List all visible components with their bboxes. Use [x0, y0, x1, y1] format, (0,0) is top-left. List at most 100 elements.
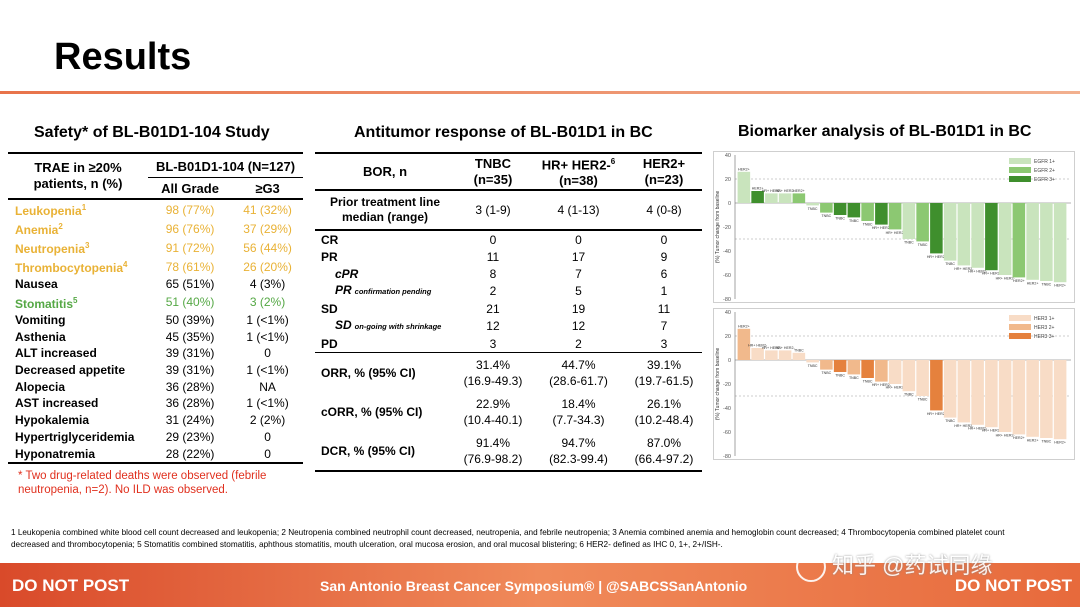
safety-row-label: Vomiting — [15, 313, 66, 328]
title-divider — [0, 91, 1080, 94]
safety-row-label: Alopecia — [15, 379, 66, 394]
prior-line-her2: 4 (0-8) — [646, 203, 682, 218]
waterfall-bar — [888, 360, 902, 384]
her3-chart-svg: 40 20 0 -20 -40 -60 -80 (%) Tumor change from b… — [713, 308, 1075, 460]
bor-row-tnbc: 8 — [489, 266, 497, 281]
bar-label: TNBC — [808, 207, 818, 211]
legend-swatch — [1009, 333, 1031, 339]
legend-label: HER3 2+ — [1034, 325, 1055, 331]
watermark-logo-icon — [796, 552, 826, 583]
waterfall-bar — [833, 203, 847, 215]
bar-label: TNBC — [945, 262, 955, 266]
safety-row-label: Neutropenia — [15, 242, 86, 256]
prior-line-row: Prior treatment line median (range) 3 (1… — [315, 190, 702, 231]
waterfall-bar — [778, 193, 792, 203]
rate-value: 31.4% — [475, 357, 510, 372]
rate-ci: (66.4-97.2) — [634, 451, 694, 466]
tnbc-n: (n=35) — [473, 171, 513, 187]
bar-label: TNBC — [835, 217, 845, 221]
rate-ci: (76.9-98.2) — [463, 451, 523, 466]
bor-row: CR 0 0 0 — [315, 230, 702, 248]
safety-row-all-grade: 29 (23%) — [165, 429, 215, 444]
legend-swatch — [1009, 324, 1031, 330]
waterfall-bar — [902, 360, 916, 392]
waterfall-bar — [806, 203, 819, 206]
safety-row: Alopecia 36 (28%) NA — [8, 378, 303, 395]
legend-label: HER3 1+ — [1034, 316, 1055, 322]
bar-label: HER2+ — [738, 167, 750, 171]
waterfall-bar — [778, 350, 792, 360]
safety-row: ALT increased 39 (31%) 0 — [8, 345, 303, 362]
bor-row-hr: 2 — [575, 336, 582, 351]
safety-row: Anemia2 96 (76%) 37 (29%) — [8, 219, 303, 238]
rate-ci: (28.6-61.7) — [549, 373, 608, 388]
rate-row-label: cORR, % (95% CI) — [321, 404, 423, 419]
safety-row-name: Asthenia — [8, 328, 148, 345]
bor-row: SD on-going with shrinkage 12 12 7 — [315, 317, 702, 335]
safety-row-all-grade: 45 (35%) — [165, 329, 215, 344]
bar-label: HR+ HER2- — [927, 255, 947, 259]
safety-row-g3: 1 (<1%) — [246, 363, 289, 378]
bar-label: TNBC — [1041, 440, 1051, 444]
rate-tnbc: 22.9% (10.4-40.1) — [455, 392, 531, 431]
egfr-waterfall-chart: 40 20 0 -20 -40 -60 -80 (%) Tumor change from b… — [713, 151, 1075, 303]
safety-row-g3: 3 (2%) — [249, 295, 286, 310]
safety-row-g3: 26 (20%) — [243, 259, 292, 274]
bor-row-her2: 1 — [660, 284, 668, 299]
rate-value: 18.4% — [561, 396, 596, 411]
bar-label: TNBC — [808, 364, 818, 368]
waterfall-bar — [847, 360, 861, 375]
bor-row-her2: 3 — [660, 336, 668, 351]
bor-row-tnbc: 12 — [486, 319, 500, 334]
her3-waterfall-chart: 40 20 0 -20 -40 -60 -80 (%) Tumor change from b… — [713, 308, 1075, 460]
antitumor-section-title: Antitumor response of BL-B01D1 in BC — [354, 124, 653, 141]
waterfall-bar — [1040, 203, 1053, 281]
waterfall-bar — [1040, 360, 1053, 438]
waterfall-bar — [820, 360, 833, 370]
footer-center: San Antonio Breast Cancer Symposium® | @… — [320, 578, 748, 594]
safety-row-name: Alopecia — [8, 378, 148, 395]
waterfall-bar — [943, 203, 957, 261]
rate-ci: (10.2-48.4) — [634, 412, 694, 427]
bor-row-hr: 17 — [571, 249, 586, 264]
waterfall-bar — [806, 360, 819, 363]
safety-row: AST increased 36 (28%) 1 (<1%) — [8, 395, 303, 412]
safety-row-sup: 4 — [123, 260, 128, 269]
bar-label: TNBC — [863, 223, 873, 227]
y-tick-label: -40 — [723, 249, 731, 255]
safety-table-container: TRAE in ≥20% patients, n (%) BL-B01D1-10… — [8, 152, 303, 464]
bar-label: TNBC — [821, 371, 831, 375]
bar-label: TNBC — [918, 398, 928, 402]
bar-label: TNBC — [945, 419, 955, 423]
safety-row-sup: 2 — [58, 222, 63, 231]
bar-label: HR+ HER2- — [927, 412, 947, 416]
waterfall-bar — [1026, 203, 1039, 280]
y-tick-label: -40 — [723, 406, 731, 412]
safety-row-name: Leukopenia1 — [8, 199, 148, 219]
bar-label: HR+ HER2- — [886, 386, 906, 390]
bar-label: TNBC — [904, 241, 914, 245]
drug-header: BL-B01D1-104 (N=127) — [148, 153, 303, 178]
bar-label: HR+ HER2- — [872, 226, 892, 230]
bor-row-her2: 6 — [660, 266, 668, 281]
rate-row: cORR, % (95% CI) 22.9% (10.4-40.1) 18.4% (7.… — [315, 392, 702, 431]
waterfall-bar — [792, 352, 806, 360]
rate-ci: (10.4-40.1) — [463, 412, 523, 427]
tnbc-label: TNBC — [474, 155, 512, 171]
bor-row-label-text: PD — [321, 336, 338, 351]
bor-row-label-text: CR — [321, 232, 339, 247]
safety-row-label: ALT increased — [15, 346, 97, 361]
waterfall-bar — [875, 360, 888, 382]
bor-row-label: cPR — [315, 265, 455, 282]
y-tick-label: -60 — [723, 430, 731, 436]
bor-row-label: CR — [315, 230, 455, 248]
waterfall-bar — [847, 203, 861, 218]
bor-row-label-text: cPR — [335, 266, 359, 281]
rate-value: 87.0% — [646, 435, 682, 450]
safety-row-g3: 0 — [264, 429, 271, 444]
bor-row-label: SD on-going with shrinkage — [315, 317, 455, 335]
bor-row: PR confirmation pending 2 5 1 — [315, 282, 702, 300]
bar-label: HER2+ — [752, 187, 764, 191]
bor-row-label-text: SD — [321, 301, 338, 316]
safety-row-g3: 1 (<1%) — [246, 329, 289, 344]
